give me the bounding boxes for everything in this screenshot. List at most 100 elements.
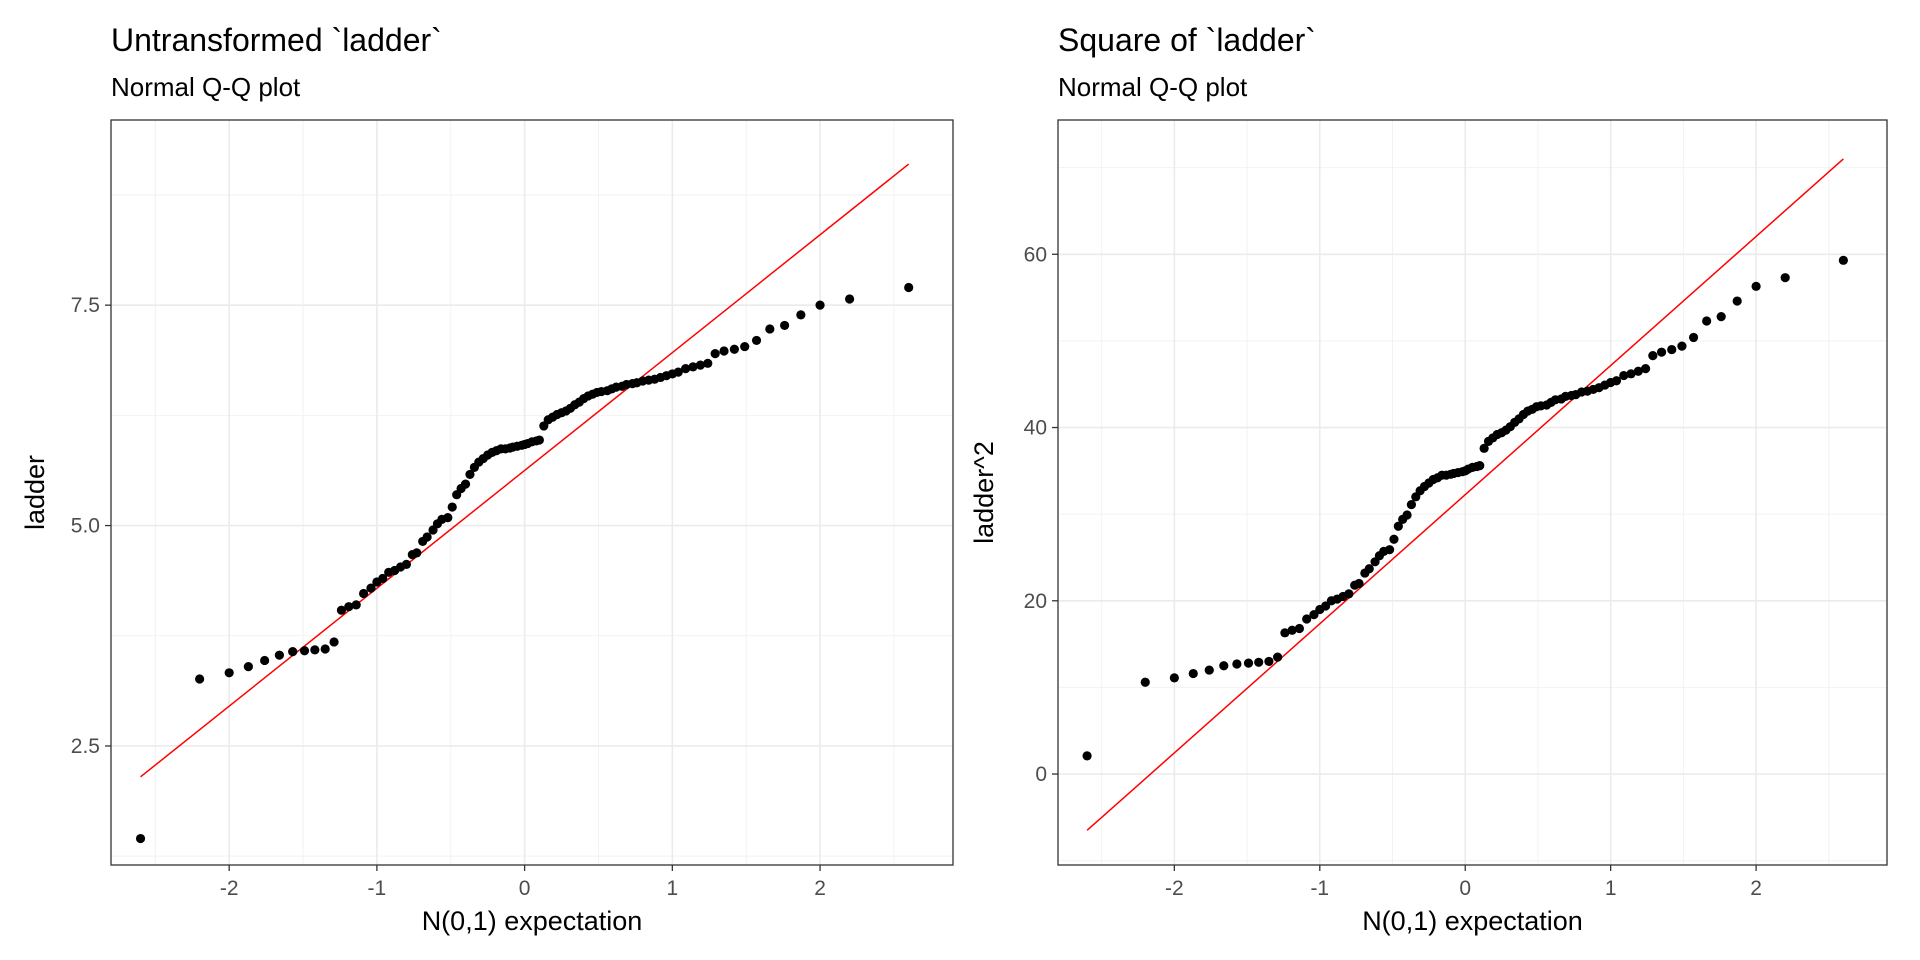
left-data-point [135,833,146,844]
right-y-tick-label: 0 [1035,763,1047,786]
right-data-point [1838,255,1848,265]
left-data-point [243,662,253,672]
right-plot-subtitle: Normal Q-Q plot [1058,72,1248,102]
right-data-point [1354,578,1364,589]
right-x-axis-label: N(0,1) expectation [1362,906,1583,936]
left-data-point [904,282,914,293]
right-data-point [1389,534,1399,544]
right-data-point [1479,443,1489,453]
left-data-point [299,646,310,656]
right-data-point [1619,370,1629,381]
right-data-point [1648,351,1658,361]
left-data-point [351,600,361,610]
left-data-point [796,310,806,320]
left-data-point [681,364,691,374]
left-panel: -2 -1 0 1 2 2.5 5.0 7.5 N(0,1) expectation ladder [20,119,954,936]
left-data-point [844,294,855,304]
right-data-point [1169,673,1179,683]
right-y-tick-label: 40 [1024,417,1047,440]
left-data-point [703,358,713,368]
left-x-tick-label: 2 [814,877,826,900]
left-data-point [460,479,471,489]
left-data-point [378,573,388,584]
right-data-point [1219,661,1229,671]
left-y-tick-label: 5.0 [71,515,100,538]
left-data-points [135,282,914,844]
right-data-point [1280,628,1290,638]
left-data-point [447,502,457,512]
right-data-points [1082,255,1848,761]
left-y-axis-label: ladder [20,455,50,530]
left-data-point [534,435,544,445]
right-data-point [1188,668,1198,679]
right-data-point [1393,521,1403,531]
left-data-point [336,605,347,615]
left-data-point [401,559,412,569]
left-data-point [344,602,354,612]
right-data-point [1677,341,1687,351]
right-x-tick-label: -1 [1310,877,1329,900]
left-data-point [710,349,720,359]
right-data-point [1294,623,1305,634]
right-data-point [1633,366,1643,376]
left-data-point [780,320,790,331]
right-x-tick-label: 1 [1605,877,1617,900]
left-x-tick-label: 0 [519,877,531,900]
left-data-point [274,650,284,660]
left-panel-border [110,119,954,866]
right-data-point [1273,652,1283,662]
left-plot-subtitle: Normal Q-Q plot [111,72,301,102]
right-data-point [1780,273,1790,283]
left-data-point [224,668,234,678]
left-data-point [422,532,432,542]
left-x-tick-label: 1 [666,877,678,900]
right-y-axis-label: ladder^2 [969,441,999,544]
right-data-point [1344,589,1354,599]
left-x-tick-label: -1 [368,877,387,900]
left-data-point [359,588,369,599]
right-data-point [1667,344,1677,355]
left-data-point [443,513,453,523]
right-y-tick-label: 20 [1024,590,1047,613]
left-data-point [815,300,825,310]
left-plot-title: Untransformed `ladder` [111,22,442,58]
right-data-point [1254,657,1264,667]
right-data-point [1656,347,1667,357]
left-y-tick-label: 7.5 [71,294,100,317]
left-data-point [320,644,330,654]
left-data-point [260,655,270,666]
left-data-point [751,335,762,346]
left-data-point [740,341,750,352]
right-data-point [1243,658,1254,668]
right-data-point [1732,296,1742,306]
right-data-point [1716,312,1726,322]
right-data-point [1302,614,1312,624]
right-qq-reference-line [1086,158,1844,831]
right-y-tick-label: 60 [1024,243,1047,266]
left-data-point [366,583,376,593]
left-x-tick-label: -2 [220,877,239,900]
right-data-point [1385,545,1395,555]
right-data-point [1232,659,1242,669]
right-x-tick-label: 0 [1459,877,1471,900]
left-data-point [195,674,205,684]
right-data-point [1475,461,1485,471]
left-data-point [688,362,698,372]
right-data-point [1287,625,1297,635]
right-data-point [1611,376,1622,386]
right-x-tick-label: -2 [1165,877,1184,900]
left-y-tick-label: 2.5 [71,735,100,758]
right-data-point [1140,677,1150,687]
left-data-point [673,367,683,377]
right-data-point [1082,751,1092,761]
right-data-point [1688,332,1699,343]
left-data-point [719,346,729,356]
right-gridlines [1058,120,1887,865]
right-plot-title: Square of `ladder` [1058,22,1316,58]
right-data-point [1702,316,1712,326]
left-data-point [729,344,739,354]
right-plot-background [1058,120,1887,865]
